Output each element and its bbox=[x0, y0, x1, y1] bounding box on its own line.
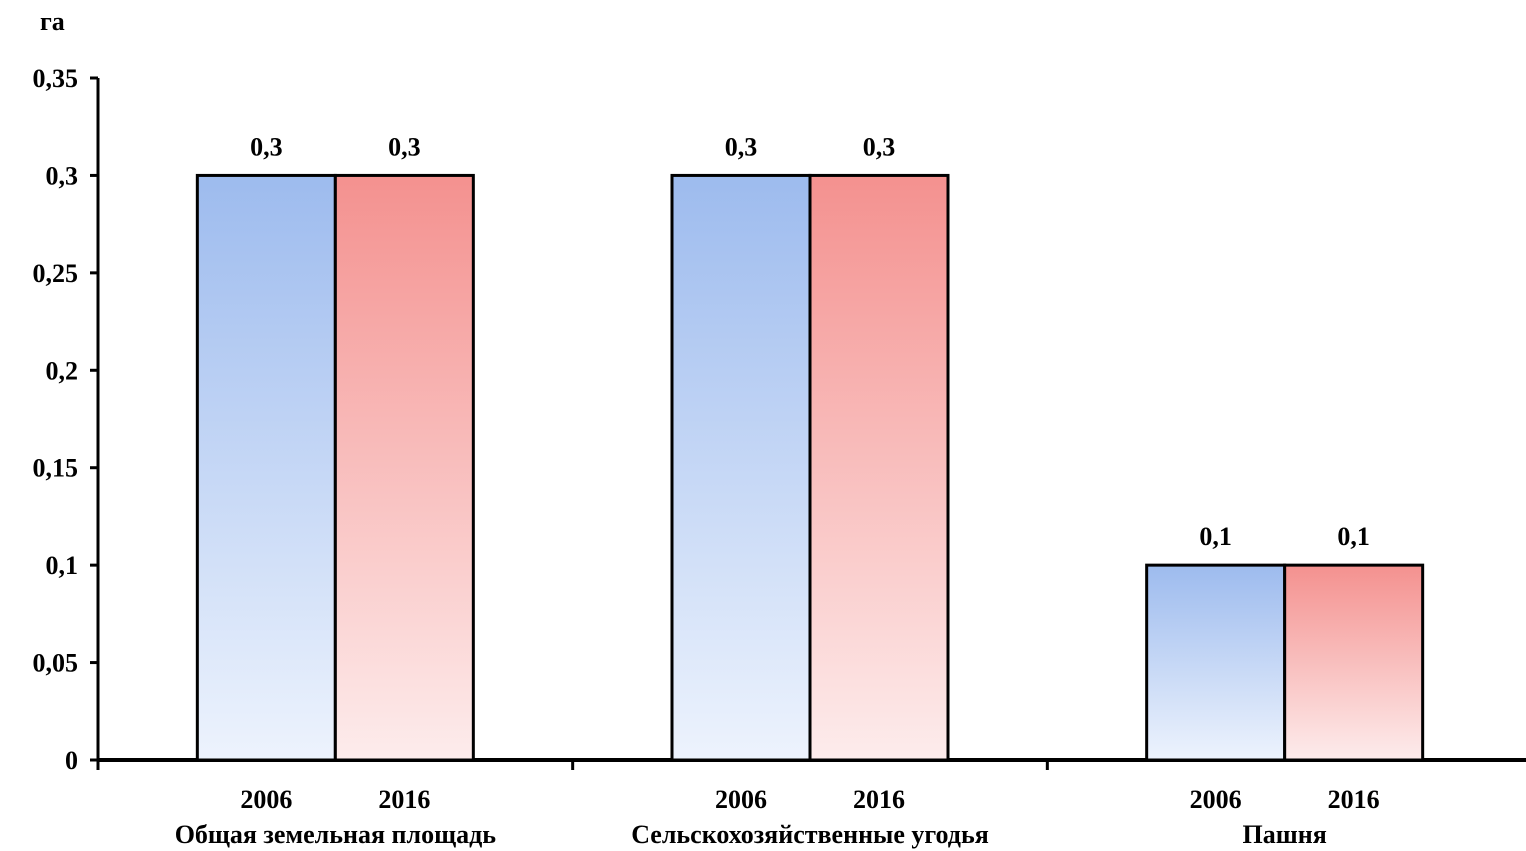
y-axis-unit-label: га bbox=[40, 7, 65, 36]
bar-2006 bbox=[1145, 563, 1287, 762]
x-year-label: 2016 bbox=[378, 785, 430, 814]
bar-2016 bbox=[808, 173, 950, 762]
x-category-label: Пашня bbox=[1243, 820, 1327, 849]
x-year-label: 2006 bbox=[1190, 785, 1242, 814]
y-tick-label: 0,05 bbox=[33, 649, 79, 678]
x-year-label: 2016 bbox=[1328, 785, 1380, 814]
data-label: 0,1 bbox=[1337, 522, 1370, 551]
y-tick-label: 0,1 bbox=[46, 551, 79, 580]
y-tick-label: 0,15 bbox=[33, 454, 79, 483]
data-label: 0,3 bbox=[388, 132, 421, 161]
data-label: 0,1 bbox=[1199, 522, 1232, 551]
data-label: 0,3 bbox=[725, 132, 758, 161]
x-category-label: Общая земельная площадь bbox=[175, 820, 497, 849]
y-tick-label: 0,25 bbox=[33, 259, 79, 288]
data-label: 0,3 bbox=[250, 132, 283, 161]
x-year-label: 2006 bbox=[715, 785, 767, 814]
plot-area: 0 0,05 0,1 0,15 0,2 0,25 0,3 0,35 0,3 2006 0,3 2016… bbox=[33, 64, 1526, 849]
y-tick-label: 0 bbox=[65, 746, 78, 775]
data-label: 0,3 bbox=[863, 132, 896, 161]
y-tick-label: 0,2 bbox=[46, 356, 79, 385]
bar-2016 bbox=[333, 173, 475, 762]
bar-2016 bbox=[1283, 563, 1425, 762]
bar-2006 bbox=[670, 173, 812, 762]
x-year-label: 2016 bbox=[853, 785, 905, 814]
bar-2006 bbox=[195, 173, 337, 762]
y-tick-label: 0,3 bbox=[46, 161, 79, 190]
x-category-label: Сельскохозяйственные угодья bbox=[631, 820, 989, 849]
x-year-label: 2006 bbox=[240, 785, 292, 814]
y-tick-label: 0,35 bbox=[33, 64, 79, 93]
